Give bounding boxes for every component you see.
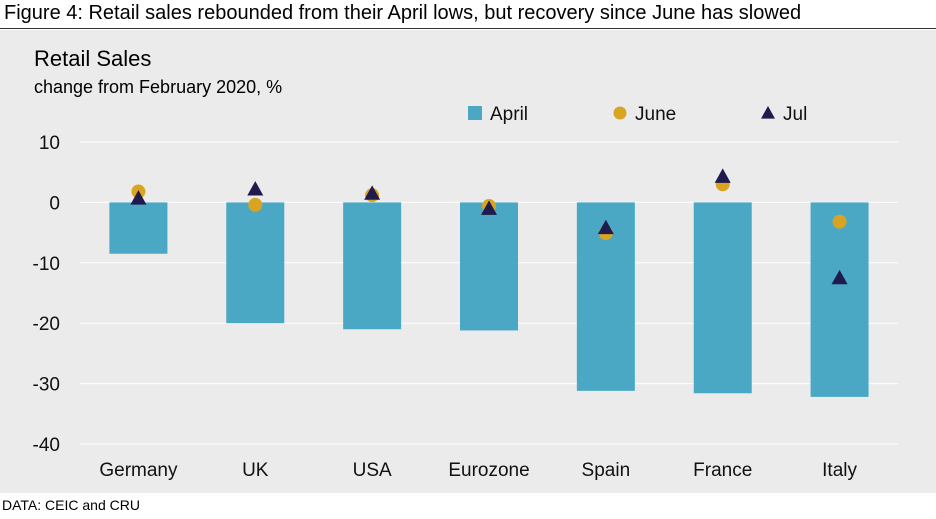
april-bar: [226, 202, 285, 324]
jul-marker: [247, 181, 264, 196]
april-bar: [810, 202, 869, 397]
x-tick-label: Italy: [822, 460, 857, 481]
y-tick-label: -20: [33, 314, 60, 335]
x-tick-label: Spain: [582, 460, 631, 481]
x-tick-label: Germany: [99, 460, 178, 481]
x-tick-label: USA: [353, 460, 392, 481]
legend-jul-swatch: [761, 106, 775, 119]
legend-label: June: [635, 104, 676, 125]
jul-marker: [364, 185, 381, 200]
jul-marker: [714, 168, 731, 183]
y-tick-label: 10: [39, 133, 60, 154]
legend-april-swatch: [468, 106, 482, 120]
june-marker: [832, 214, 847, 229]
april-bars: [109, 202, 869, 397]
legend-label: April: [490, 104, 528, 125]
y-tick-label: -30: [33, 375, 60, 396]
jul-markers: [130, 168, 848, 285]
jul-marker: [831, 269, 848, 285]
april-bar: [460, 202, 518, 331]
x-axis-ticks: Germany UK USA Eurozone Spain France Italy: [99, 460, 857, 481]
legend-label: Jul: [783, 104, 807, 125]
y-tick-label: 0: [49, 193, 60, 214]
y-axis-ticks: 10 0 -10 -20 -30 -40: [33, 133, 60, 456]
april-bar: [693, 202, 752, 394]
chart-subtitle: change from February 2020, %: [34, 77, 283, 97]
y-tick-label: -40: [33, 435, 60, 456]
y-tick-label: -10: [33, 254, 60, 275]
legend: April June Jul: [468, 104, 807, 125]
chart-title: Retail Sales: [34, 46, 152, 71]
x-tick-label: France: [693, 460, 752, 481]
x-tick-label: UK: [242, 460, 269, 481]
legend-june-swatch: [613, 106, 627, 120]
jul-marker: [597, 219, 614, 235]
june-marker: [248, 197, 263, 212]
x-tick-label: Eurozone: [448, 460, 529, 481]
april-bar: [343, 202, 402, 330]
source-note: DATA: CEIC and CRU: [2, 497, 140, 513]
caption-rule: [0, 28, 936, 29]
figure-caption: Figure 4: Retail sales rebounded from th…: [4, 2, 802, 24]
jul-marker: [481, 200, 497, 215]
april-bar: [109, 202, 168, 254]
jul-marker: [130, 190, 147, 205]
